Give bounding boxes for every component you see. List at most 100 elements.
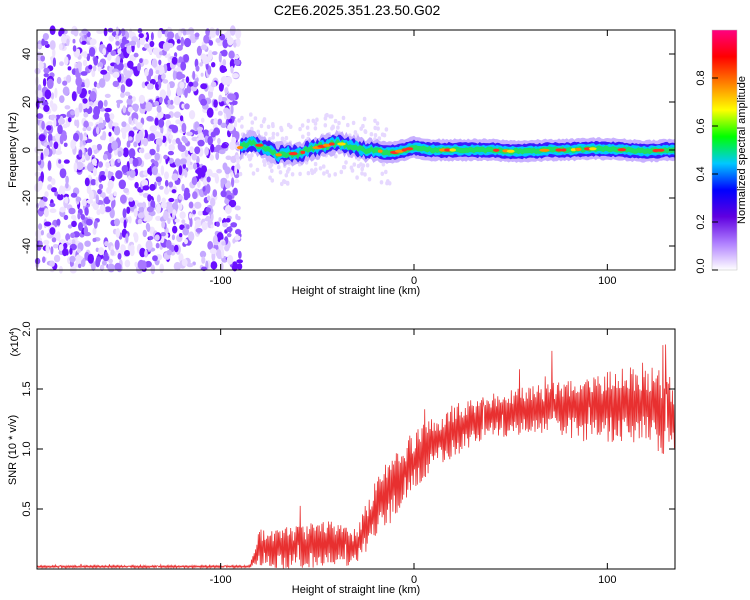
noise-speck: [233, 119, 238, 128]
noise-speck: [38, 223, 43, 231]
noise-speck: [230, 104, 234, 115]
noise-speck: [250, 126, 254, 132]
noise-speck: [84, 240, 91, 247]
noise-speck: [85, 138, 93, 143]
noise-speck: [40, 55, 45, 62]
noise-speck: [104, 241, 109, 247]
noise-speck: [229, 141, 236, 151]
noise-speck: [168, 81, 175, 89]
colorbar-tick-label: 0.8: [695, 70, 707, 85]
noise-speck: [63, 159, 70, 164]
noise-speck: [106, 43, 113, 53]
noise-speck: [133, 52, 139, 58]
noise-speck: [137, 218, 143, 225]
y-tick-label: 0.5: [21, 501, 33, 516]
noise-speck: [237, 263, 243, 270]
colorbar-tick-label: 0.0: [695, 258, 707, 273]
noise-speck: [104, 107, 112, 113]
noise-speck: [64, 105, 71, 110]
noise-speck: [205, 207, 211, 213]
noise-speck: [236, 163, 240, 168]
noise-speck: [63, 193, 69, 198]
noise-speck: [231, 165, 236, 171]
ridge-hotspot: [506, 149, 515, 153]
noise-speck: [138, 206, 145, 213]
noise-speck: [179, 211, 186, 219]
noise-speck: [192, 191, 198, 200]
noise-speck: [41, 101, 49, 106]
noise-speck: [86, 53, 91, 62]
noise-speck: [37, 84, 42, 92]
noise-speck: [373, 133, 378, 138]
noise-speck: [73, 217, 77, 222]
noise-speck: [96, 256, 101, 264]
noise-speck: [49, 260, 55, 267]
noise-speck: [81, 40, 87, 45]
noise-speck: [189, 217, 193, 228]
noise-speck: [191, 153, 198, 161]
noise-speck: [181, 183, 185, 192]
noise-speck: [386, 179, 390, 184]
noise-speck: [116, 101, 121, 109]
noise-speck: [44, 221, 52, 227]
noise-speck: [337, 120, 341, 126]
noise-speck: [186, 263, 194, 268]
colorbar-frame: [711, 29, 738, 271]
noise-speck: [92, 167, 98, 177]
noise-speck: [36, 113, 44, 119]
noise-speck: [65, 233, 71, 242]
noise-speck: [145, 240, 153, 251]
noise-speck: [42, 256, 46, 264]
noise-speck: [174, 52, 178, 58]
noise-speck: [218, 52, 222, 63]
noise-speck: [192, 70, 196, 80]
noise-speck: [38, 200, 45, 208]
noise-speck: [147, 194, 152, 202]
noise-speck: [221, 143, 229, 149]
ridge-hotspot: [377, 149, 383, 153]
noise-speck: [194, 146, 201, 155]
noise-speck: [250, 120, 255, 125]
noise-speck: [178, 194, 183, 200]
noise-speck: [104, 206, 112, 213]
noise-speck: [81, 199, 87, 207]
noise-speck: [159, 51, 163, 56]
noise-speck: [161, 220, 166, 229]
noise-speck: [129, 28, 133, 37]
noise-speck: [160, 165, 165, 176]
noise-speck: [96, 29, 104, 34]
noise-speck: [200, 44, 208, 51]
noise-speck: [52, 244, 59, 249]
noise-speck: [360, 171, 364, 176]
noise-speck: [171, 173, 179, 181]
noise-speck: [86, 126, 92, 132]
noise-speck: [149, 40, 155, 48]
noise-speck: [56, 231, 61, 242]
noise-speck: [168, 197, 175, 203]
noise-speck: [136, 38, 141, 49]
noise-speck: [179, 115, 184, 122]
noise-speck: [360, 166, 365, 172]
noise-speck: [271, 131, 276, 137]
noise-speck: [69, 255, 76, 263]
noise-speck: [200, 83, 208, 90]
ridge-hotspot: [656, 148, 665, 152]
noise-speck: [169, 134, 174, 140]
ridge-hotspot: [588, 147, 597, 151]
noise-speck: [220, 262, 224, 271]
spectrogram-y-ticks: -40 -20 0 20 40: [21, 48, 675, 254]
noise-speck: [108, 258, 113, 264]
y-tick-label: 2.0: [21, 321, 33, 336]
noise-speck: [217, 137, 221, 145]
noise-speck: [110, 50, 117, 56]
noise-speck: [196, 126, 204, 131]
noise-speck: [183, 37, 192, 48]
ridge-hotspot: [617, 148, 627, 152]
noise-speck: [205, 183, 211, 194]
noise-speck: [178, 145, 186, 152]
noise-speck: [38, 61, 44, 70]
noise-speck: [181, 122, 187, 133]
noise-speck: [128, 95, 133, 100]
noise-speck: [131, 103, 139, 111]
noise-speck: [213, 235, 218, 245]
